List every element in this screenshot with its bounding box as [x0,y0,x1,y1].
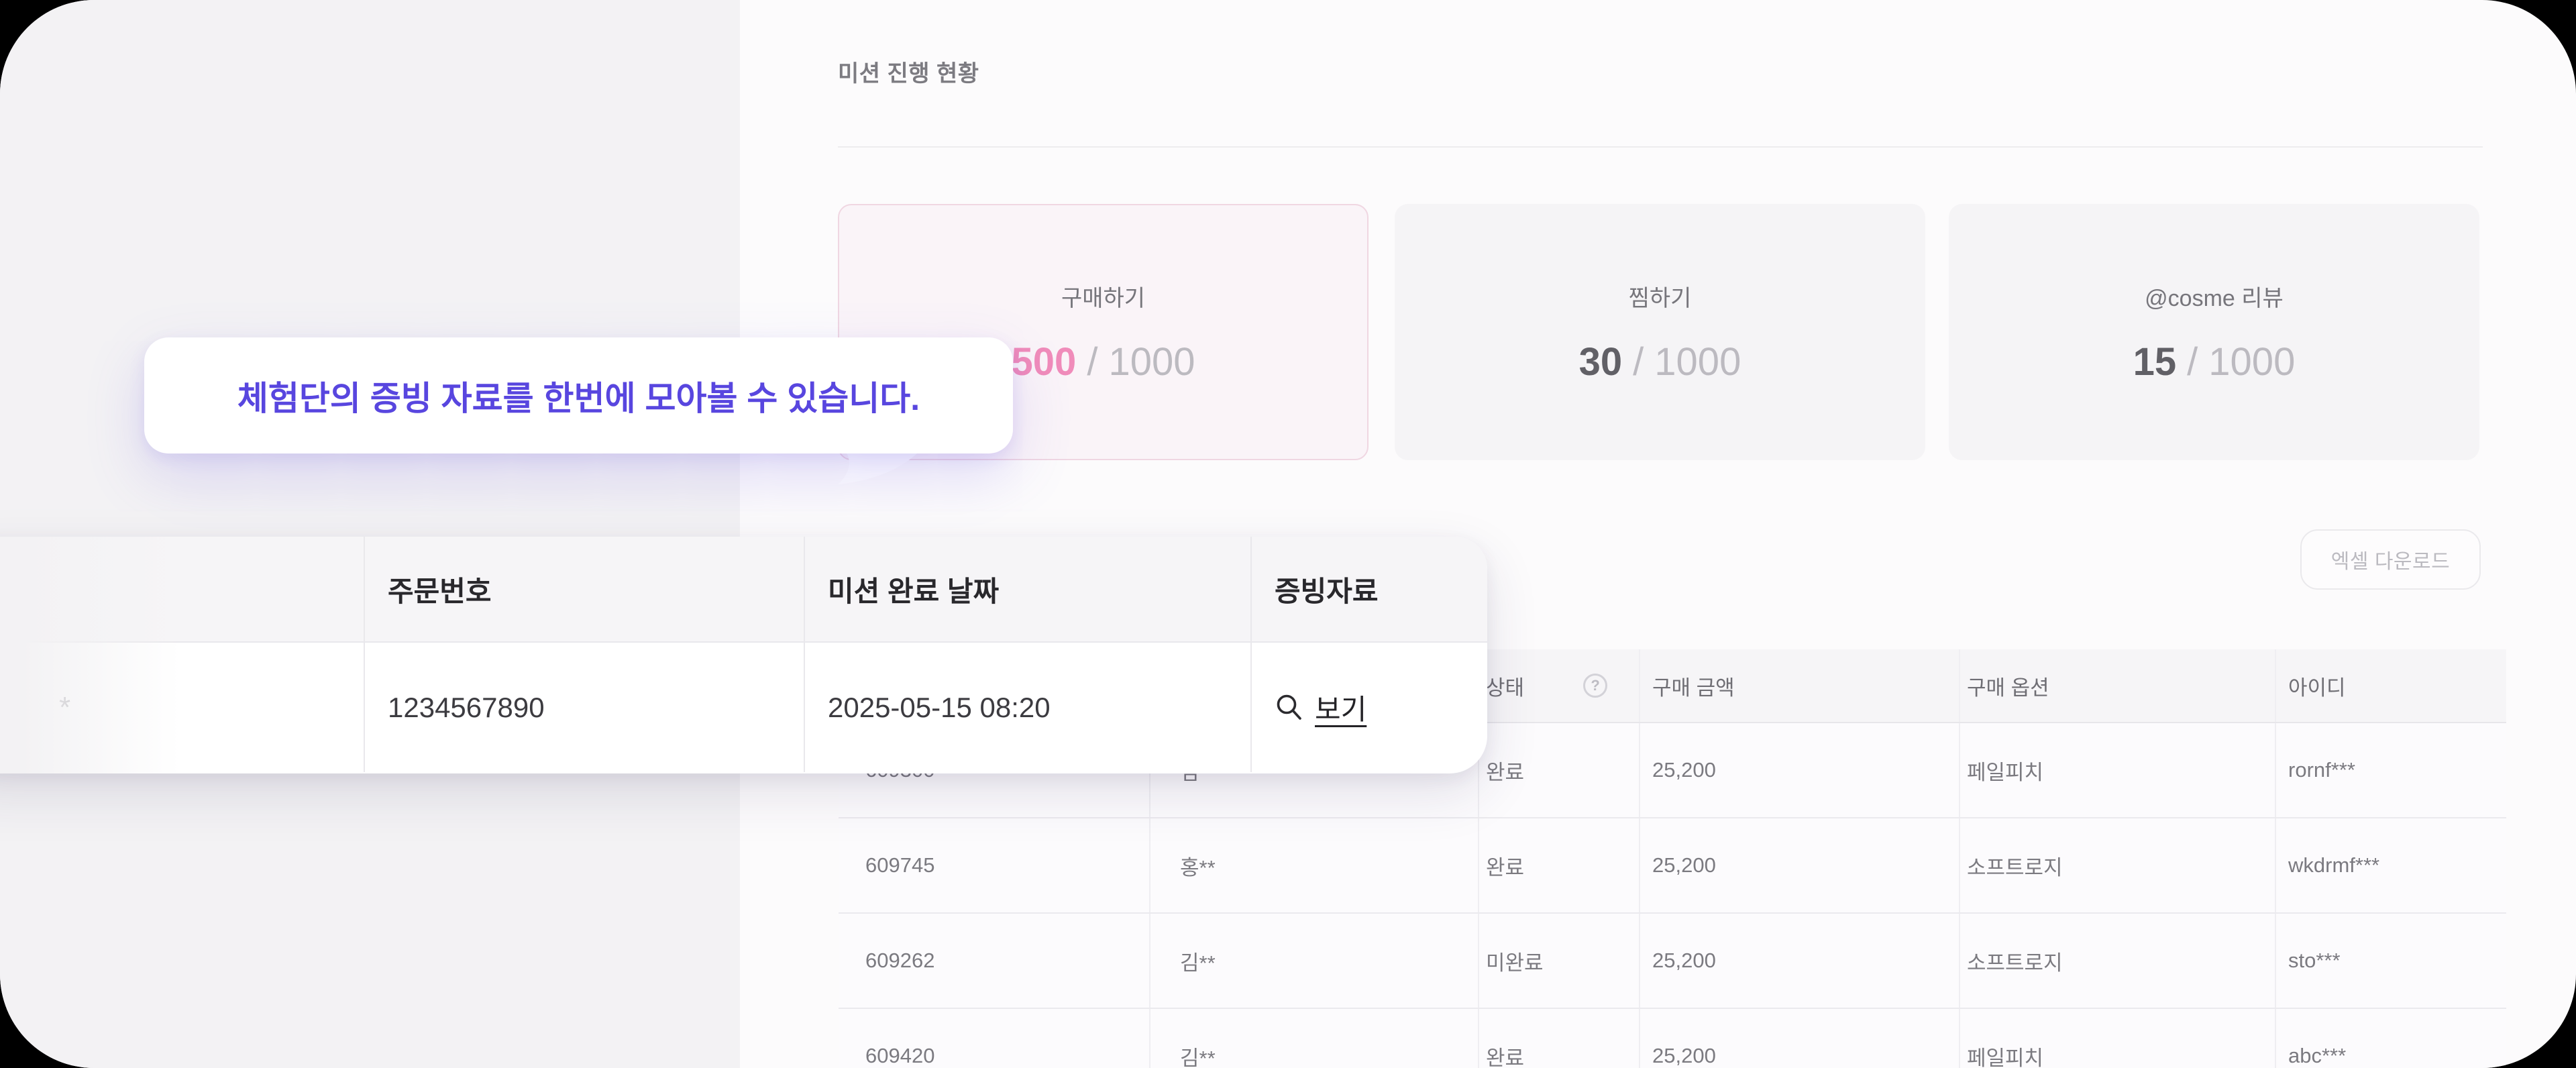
evidence-header-evidence: 증빙자료 [1275,575,1379,607]
left-background-panel [0,0,740,1068]
cell-order-no: 609420 [839,1009,1150,1068]
table-row: 609262 김** 미완료 25,200 소프트로지 sto*** [839,914,2506,1009]
progress-separator: / [1087,340,1098,384]
cell-amount: 25,200 [1640,723,1960,817]
progress-current: 500 [1011,340,1077,384]
progress-current: 30 [1578,340,1623,384]
evidence-header-blank [0,537,365,641]
view-evidence-link[interactable]: 보기 [1275,687,1366,728]
view-link-label: 보기 [1315,694,1367,725]
cell-customer: 홍** [1150,818,1479,912]
cell-status: 완료 [1479,818,1640,912]
cell-user-id: wkdrmf*** [2288,853,2380,877]
progress-current: 15 [2133,340,2177,384]
header-status-label: 상태 [1486,676,1525,700]
header-option: 구매 옵션 [1960,649,2276,722]
orders-table: 상태 ? 구매 금액 구매 옵션 아이디 609300 김** 완료 25,20… [839,649,2506,1068]
tooltip-tail [838,448,922,484]
mission-card-progress: 500 / 1000 [1012,339,1195,384]
mission-card-label: 찜하기 [1628,286,1692,311]
excel-download-button[interactable]: 엑셀 다운로드 [2300,529,2481,590]
tooltip-text: 체험단의 증빙 자료를 한번에 모아볼 수 있습니다. [237,379,920,417]
header-user-id: 아이디 [2288,676,2346,700]
cell-user-id: abc*** [2288,1044,2347,1067]
main-content: 미션 진행 현황 구매하기 500 / 1000 찜하기 30 / 1000 [740,0,2576,1068]
evidence-header-completed-date: 미션 완료 날짜 [805,537,1252,641]
search-icon [1277,694,1301,720]
evidence-header-order-no: 주문번호 [365,537,805,641]
title-divider [838,146,2483,148]
mission-card-label: 구매하기 [1061,286,1146,311]
cell-amount: 25,200 [1640,1009,1960,1068]
progress-total: 1000 [1108,340,1195,384]
progress-separator: / [2187,340,2198,384]
cell-option: 페일피치 [1960,723,2276,817]
help-question-icon[interactable]: ? [1583,674,1608,698]
header-status: 상태 ? [1479,649,1640,722]
masked-id-fragment: * [59,690,71,724]
mission-card-progress: 15 / 1000 [2133,339,2296,384]
cell-customer: 김** [1150,914,1479,1008]
cell-option: 소프트로지 [1960,914,2276,1008]
mission-card-cosme-review: @cosme 리뷰 15 / 1000 [1949,204,2479,460]
cell-status: 완료 [1479,1009,1640,1068]
cell-amount: 25,200 [1640,818,1960,912]
mission-card-wishlist: 찜하기 30 / 1000 [1395,204,1925,460]
page-title: 미션 진행 현황 [838,61,979,87]
evidence-cell-view: 보기 [1252,643,1487,772]
evidence-table-row: * 1234567890 2025-05-15 08:20 보기 [0,643,1487,772]
cell-status: 미완료 [1479,914,1640,1008]
cell-option: 소프트로지 [1960,818,2276,912]
cell-option: 페일피치 [1960,1009,2276,1068]
evidence-cell-completed-date: 2025-05-15 08:20 [805,643,1252,772]
cell-user-id: sto*** [2288,949,2341,972]
evidence-overlay-card: 주문번호 미션 완료 날짜 증빙자료 * 1234567890 2025-05-… [0,537,1487,773]
progress-total: 1000 [2208,340,2296,384]
cell-order-no: 609745 [839,818,1150,912]
mission-card-label: @cosme 리뷰 [2145,286,2284,311]
evidence-cell-masked: * [0,643,365,772]
table-row: 609420 김** 완료 25,200 페일피치 abc*** [839,1009,2506,1068]
cell-order-no: 609262 [839,914,1150,1008]
cell-customer: 김** [1150,1009,1479,1068]
header-amount: 구매 금액 [1640,649,1960,722]
evidence-cell-order-no: 1234567890 [365,643,805,772]
progress-total: 1000 [1654,340,1741,384]
mission-card-progress: 30 / 1000 [1579,339,1741,384]
progress-separator: / [1633,340,1644,384]
evidence-table-header: 주문번호 미션 완료 날짜 증빙자료 [0,537,1487,643]
cell-status: 완료 [1479,723,1640,817]
cell-amount: 25,200 [1640,914,1960,1008]
table-row: 609745 홍** 완료 25,200 소프트로지 wkdrmf*** [839,818,2506,914]
cell-user-id: rornf*** [2288,758,2355,782]
tooltip-bubble: 체험단의 증빙 자료를 한번에 모아볼 수 있습니다. [144,337,1013,453]
